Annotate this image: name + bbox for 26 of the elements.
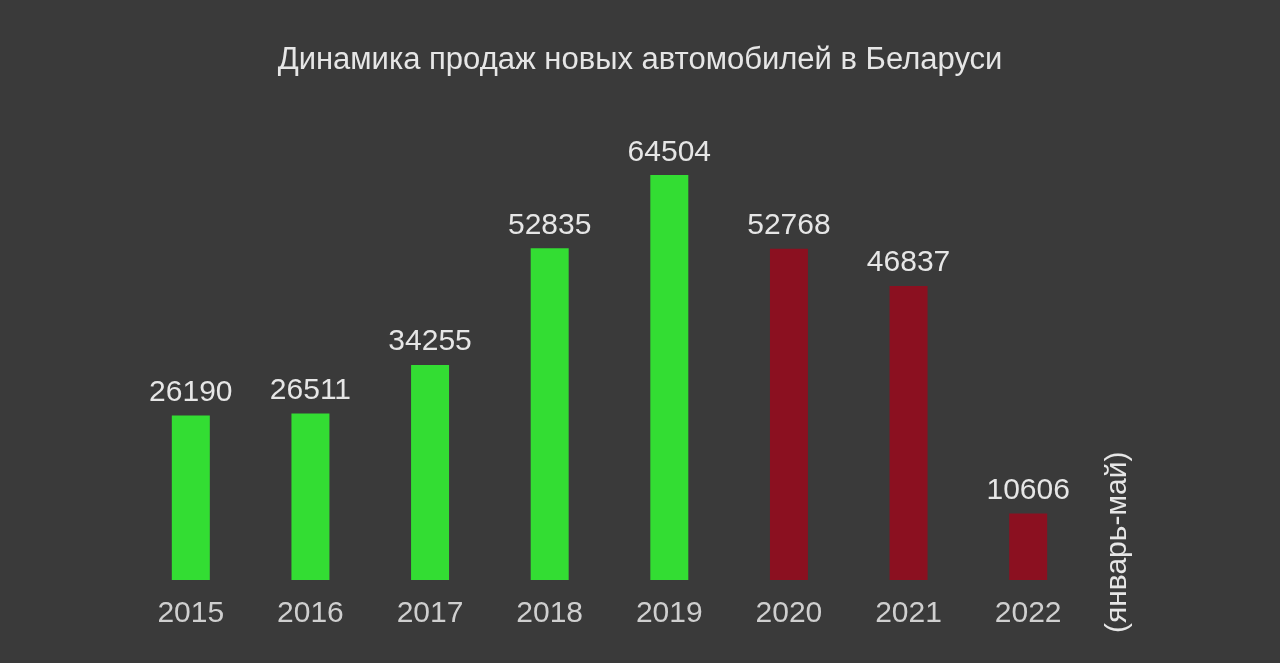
- data-label: 52768: [747, 207, 831, 241]
- x-tick-label: 2021: [875, 594, 942, 628]
- data-label: 26511: [269, 372, 352, 406]
- bar: [411, 364, 450, 580]
- x-tick-label: 2020: [755, 594, 823, 628]
- bar: [769, 248, 808, 580]
- bar: [1009, 513, 1048, 580]
- bar: [530, 248, 569, 580]
- bar: [889, 285, 928, 580]
- chart-title: Динамика продаж новых автомобилей в Беларуси: [277, 41, 1003, 76]
- data-label: 34255: [388, 323, 472, 357]
- text: (январь-май): [1098, 451, 1132, 633]
- x-tick-label: 2022: [994, 594, 1062, 628]
- data-label: 64504: [627, 133, 712, 167]
- bar: [650, 175, 689, 580]
- x-tick-label: 2016: [277, 594, 344, 628]
- bar: [171, 415, 210, 580]
- x-tick-label: 2017: [396, 594, 464, 628]
- data-label: 52835: [507, 206, 592, 240]
- data-label: 10606: [986, 471, 1070, 505]
- data-label: 46837: [866, 244, 951, 278]
- x-tick-label: 2015: [157, 594, 225, 628]
- x-tick-label: 2018: [516, 594, 584, 628]
- x-tick-label: 2019: [635, 594, 703, 628]
- data-label: 26190: [149, 374, 233, 408]
- bar: [291, 413, 330, 580]
